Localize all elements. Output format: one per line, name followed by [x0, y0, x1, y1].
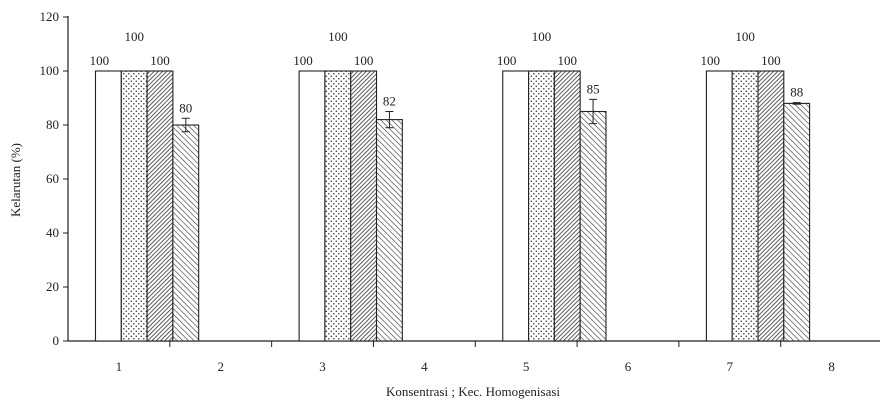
bar [757, 70, 785, 342]
x-tick-label: 4 [421, 359, 428, 374]
y-tick-label: 0 [53, 333, 60, 348]
data-label: 100 [532, 29, 552, 44]
bar [783, 102, 811, 342]
y-tick-label: 20 [46, 279, 59, 294]
data-label: 100 [90, 53, 110, 68]
y-tick-label: 100 [40, 63, 60, 78]
bar [579, 110, 607, 342]
x-tick-label: 7 [727, 359, 734, 374]
x-tick-label: 3 [319, 359, 326, 374]
bar [172, 124, 200, 342]
bar [350, 70, 378, 342]
data-label: 100 [354, 53, 374, 68]
x-tick-label: 5 [523, 359, 530, 374]
bar [528, 70, 555, 342]
bar [324, 70, 352, 342]
y-axis-title: Kelarutan (%) [8, 143, 23, 217]
x-tick-label: 8 [828, 359, 835, 374]
x-tick-label: 2 [217, 359, 224, 374]
data-label: 100 [558, 53, 578, 68]
y-tick-label: 120 [40, 9, 60, 24]
data-label: 100 [497, 53, 517, 68]
data-label: 88 [790, 85, 803, 100]
x-tick-label: 1 [116, 359, 123, 374]
data-label: 82 [383, 94, 396, 109]
y-tick-label: 80 [46, 117, 59, 132]
bar [146, 70, 174, 342]
y-tick-label: 40 [46, 225, 59, 240]
x-axis-title: Konsentrasi ; Kec. Homogenisasi [386, 384, 560, 399]
y-tick-label: 60 [46, 171, 59, 186]
data-label: 100 [761, 53, 781, 68]
bar [94, 70, 122, 342]
bar [375, 119, 403, 342]
data-label: 85 [587, 81, 600, 96]
bar [705, 70, 733, 342]
bar [298, 70, 326, 342]
data-label: 100 [328, 29, 348, 44]
data-label: 100 [735, 29, 755, 44]
data-label: 100 [701, 53, 721, 68]
bar [731, 70, 759, 342]
bar [120, 70, 148, 342]
data-label: 100 [293, 53, 313, 68]
data-label: 100 [124, 29, 144, 44]
data-label: 80 [179, 100, 192, 115]
x-tick-label: 6 [625, 359, 632, 374]
bar [502, 70, 530, 342]
plot-area: 0 20 40 60 80 100 120 1 2 3 4 5 6 7 8 100 100 100 80 100 100… [40, 9, 880, 374]
bar [553, 70, 581, 342]
data-label: 100 [150, 53, 170, 68]
